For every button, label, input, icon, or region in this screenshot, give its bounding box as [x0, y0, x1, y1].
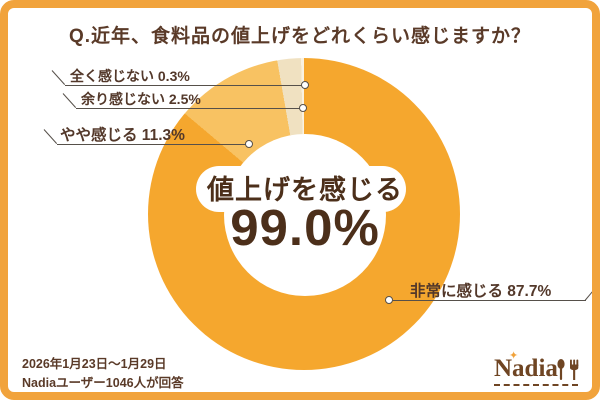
callout-dot-very-much [385, 296, 393, 304]
callout-dot-somewhat [245, 140, 253, 148]
callout-line-somewhat [57, 144, 247, 145]
callout-label-not-at-all: 全く感じない 0.3% [70, 68, 190, 84]
callout-tick-not-at-all [51, 70, 66, 85]
logo-utensils [556, 359, 580, 386]
logo-underline [494, 384, 578, 386]
survey-period: 2026年1月23日～1月29日 [22, 357, 167, 371]
center-label: 値上げを感じる [207, 175, 403, 205]
callout-tick-not-much [62, 93, 77, 108]
callout-label-somewhat: やや感じる 11.3% [60, 127, 185, 144]
logo-sparkle-icon: ✦ [509, 350, 519, 362]
callout-line-not-at-all [65, 85, 303, 86]
survey-respondents: Nadiaユーザー1046人が回答 [22, 376, 184, 390]
logo-text: Nadia [494, 355, 558, 382]
callout-line-not-much [76, 108, 301, 109]
nadia-logo: ✦ Nadia [494, 350, 580, 390]
callout-tick-very-much [584, 285, 592, 301]
center-text-backdrop [196, 166, 406, 212]
callout-tick-somewhat [43, 129, 58, 144]
callout-label-not-much: 余り感じない 2.5% [81, 91, 201, 107]
callout-dot-not-at-all [301, 81, 309, 89]
chart-title: Q.近年、食料品の値上げをどれくらい感じますか？ [68, 26, 532, 47]
callout-label-very-much: 非常に感じる 87.7% [410, 283, 552, 300]
callout-line-very-much [393, 300, 586, 301]
spoon-fork-icon [557, 359, 579, 380]
center-value: 99.0% [230, 199, 380, 256]
callout-dot-not-much [299, 104, 307, 112]
donut-hole [224, 134, 386, 296]
